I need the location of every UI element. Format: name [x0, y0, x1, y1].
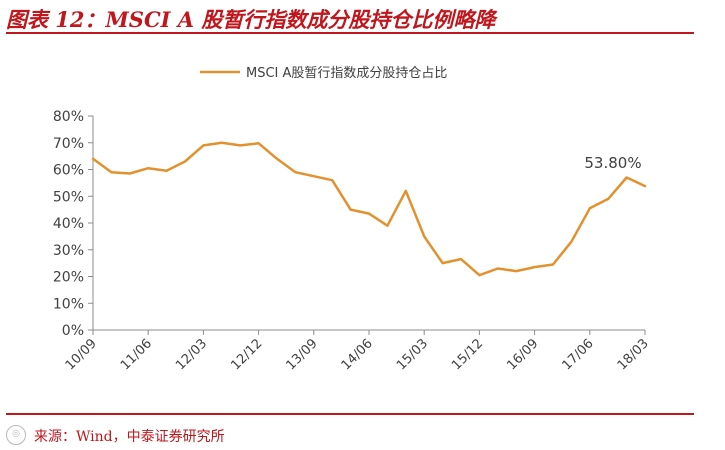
y-tick-label: 10% — [53, 296, 84, 312]
y-tick-label: 60% — [53, 163, 84, 179]
series-line — [91, 141, 647, 277]
figure-title: 图表 12：MSCI A 股暂行指数成分股持仓比例略降 — [6, 7, 496, 32]
y-axis: 0% 10% 20% 30% 40% 50% 60% 70% 80% — [53, 109, 94, 339]
x-tick-label: 18/03 — [615, 336, 652, 373]
y-tick-label: 40% — [53, 216, 84, 232]
data-label: 53.80% — [584, 154, 641, 172]
y-tick-label: 20% — [53, 270, 84, 286]
x-tick-label: 11/06 — [118, 336, 155, 373]
x-tick-label: 10/09 — [63, 336, 100, 373]
series-group — [91, 141, 647, 277]
title-divider — [6, 32, 694, 34]
watermark-icon: ◎ — [6, 425, 26, 445]
x-tick-label: 15/03 — [394, 336, 431, 373]
x-axis: 10/09 11/06 12/03 12/12 13/09 14/06 15/03 15/12… — [63, 329, 652, 373]
x-tick-label: 14/06 — [339, 336, 376, 373]
annotations: 53.80% — [584, 154, 641, 172]
x-tick-label: 17/06 — [560, 336, 597, 373]
y-tick-label: 30% — [53, 243, 84, 259]
y-tick-label: 80% — [53, 109, 84, 125]
footer-divider — [6, 413, 694, 415]
x-tick-label: 15/12 — [449, 336, 486, 373]
y-tick-label: 50% — [53, 189, 84, 205]
x-tick-label: 12/12 — [228, 336, 265, 373]
x-tick-label: 12/03 — [173, 336, 210, 373]
x-tick-label: 16/09 — [504, 336, 541, 373]
x-tick-label: 13/09 — [284, 336, 321, 373]
y-tick-label: 70% — [53, 136, 84, 152]
legend-label: MSCI A股暂行指数成分股持仓占比 — [246, 66, 447, 81]
y-tick-label: 0% — [62, 323, 84, 339]
legend: MSCI A股暂行指数成分股持仓占比 — [200, 66, 447, 81]
source-note: 来源：Wind，中泰证券研究所 — [34, 429, 225, 445]
